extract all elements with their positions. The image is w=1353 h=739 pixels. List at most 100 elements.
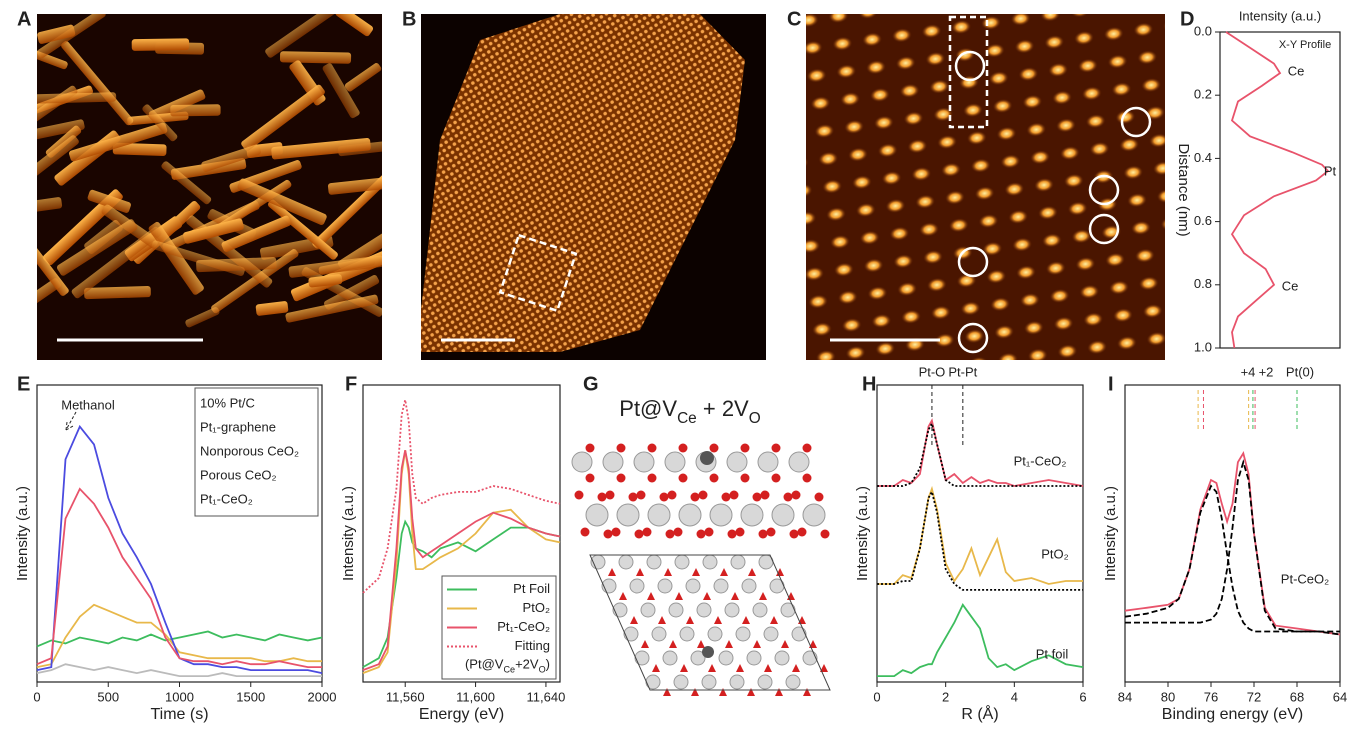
atom-ce xyxy=(652,627,666,641)
atom-o xyxy=(741,444,750,453)
atom-ce xyxy=(731,555,745,569)
atom-o xyxy=(675,592,683,600)
atom-ce xyxy=(603,452,623,472)
text-part: O xyxy=(539,665,546,675)
atom-ce xyxy=(727,452,747,472)
text-part: (Pt@V xyxy=(465,657,504,672)
panel-label: C xyxy=(787,8,801,30)
atom-o xyxy=(691,493,700,502)
atom-ce xyxy=(742,579,756,593)
x-tick-label: 11,600 xyxy=(456,689,495,704)
legend-label: Pt₁-graphene xyxy=(200,419,276,434)
x-axis-label: Time (s) xyxy=(150,706,208,723)
x-axis-label: Binding energy (eV) xyxy=(1162,706,1303,723)
nanorod xyxy=(132,38,190,51)
atom-o xyxy=(612,528,621,537)
x-tick-label: 80 xyxy=(1161,689,1175,704)
x-tick-label: 0 xyxy=(873,689,880,704)
atom-o xyxy=(669,640,677,648)
atom-o xyxy=(666,530,675,539)
atom-ce xyxy=(725,603,739,617)
atom-ce xyxy=(702,675,716,689)
series-line xyxy=(37,632,322,647)
x-tick-label: 500 xyxy=(97,689,119,704)
atom-o xyxy=(803,688,811,696)
annotation: Methanol xyxy=(61,397,115,412)
atom-o xyxy=(648,474,657,483)
body: ABCDEFGHIPt@VCe + 2VO0.00.20.40.60.81.0I… xyxy=(0,0,1353,734)
atom-ce xyxy=(663,651,677,665)
x-tick-label: 11,560 xyxy=(386,689,425,704)
atom-o xyxy=(781,640,789,648)
atom-o xyxy=(674,528,683,537)
atom-o xyxy=(710,444,719,453)
atom-ce xyxy=(741,504,763,526)
atom-o xyxy=(658,616,666,624)
y-axis-label: Intensity (a.u.) xyxy=(14,486,31,581)
structure-title: Pt@VCe + 2VO xyxy=(619,396,760,427)
atom-ce xyxy=(686,579,700,593)
atom-o xyxy=(764,664,772,672)
atom-o xyxy=(635,530,644,539)
y-tick-label: 0.4 xyxy=(1194,150,1212,165)
atom-ce xyxy=(736,627,750,641)
x-tick-label: 1500 xyxy=(236,689,265,704)
atom-ce xyxy=(619,555,633,569)
panel-label: F xyxy=(345,373,357,395)
atom-o xyxy=(736,664,744,672)
atom-o xyxy=(679,474,688,483)
annotation: Pt xyxy=(1324,163,1337,178)
atom-o xyxy=(647,592,655,600)
atom-o xyxy=(792,491,801,500)
atom-ce xyxy=(586,504,608,526)
atom-o xyxy=(798,528,807,537)
series-label: Pt-CeO₂ xyxy=(1281,571,1329,586)
atom-o xyxy=(730,491,739,500)
atom-o xyxy=(652,664,660,672)
atom-ce xyxy=(792,627,806,641)
series-label: Pt₁-CeO₂ xyxy=(1014,453,1067,468)
atom-o xyxy=(679,444,688,453)
x-tick-label: 4 xyxy=(1011,689,1018,704)
plot-frame xyxy=(1220,32,1340,348)
panel-label: E xyxy=(17,373,30,395)
atom-o xyxy=(710,474,719,483)
atom-o xyxy=(668,491,677,500)
y-axis-label: Intensity (a.u.) xyxy=(854,486,871,581)
atom-o xyxy=(581,528,590,537)
atom-o xyxy=(641,640,649,648)
atom-ce xyxy=(772,504,794,526)
atom-o xyxy=(772,444,781,453)
y-tick-label: 0.6 xyxy=(1194,213,1212,228)
atom-o xyxy=(664,568,672,576)
panel-label: H xyxy=(862,373,876,395)
atom-ce xyxy=(803,504,825,526)
text-part: Pt@V xyxy=(619,396,677,421)
page: Figure {"panel_labels": ["A", "B", "C", … xyxy=(0,0,1353,734)
atom-ce xyxy=(714,579,728,593)
reference-label: +2 xyxy=(1259,364,1274,379)
atom-ce xyxy=(758,452,778,472)
atom-ce xyxy=(710,504,732,526)
series-line xyxy=(877,489,1083,584)
atom-o xyxy=(741,474,750,483)
atom-o xyxy=(598,493,607,502)
atom-o xyxy=(586,474,595,483)
figure: ABCDEFGHIPt@VCe + 2VO0.00.20.40.60.81.0I… xyxy=(0,0,1353,734)
series-label: Pt foil xyxy=(1036,646,1069,661)
atom-o xyxy=(720,568,728,576)
series-line xyxy=(877,605,1083,676)
atom-o xyxy=(629,493,638,502)
atom-o xyxy=(648,444,657,453)
atom-ce xyxy=(665,452,685,472)
atom-o xyxy=(636,568,644,576)
atom-o xyxy=(792,664,800,672)
atom-o xyxy=(586,444,595,453)
atom-ce xyxy=(775,651,789,665)
text-part: Ce xyxy=(677,410,697,427)
atom-ce xyxy=(679,504,701,526)
legend-label: Pt₁-CeO₂ xyxy=(200,491,253,506)
atom-o xyxy=(705,528,714,537)
atom-ce xyxy=(675,555,689,569)
nanorod xyxy=(280,51,351,64)
